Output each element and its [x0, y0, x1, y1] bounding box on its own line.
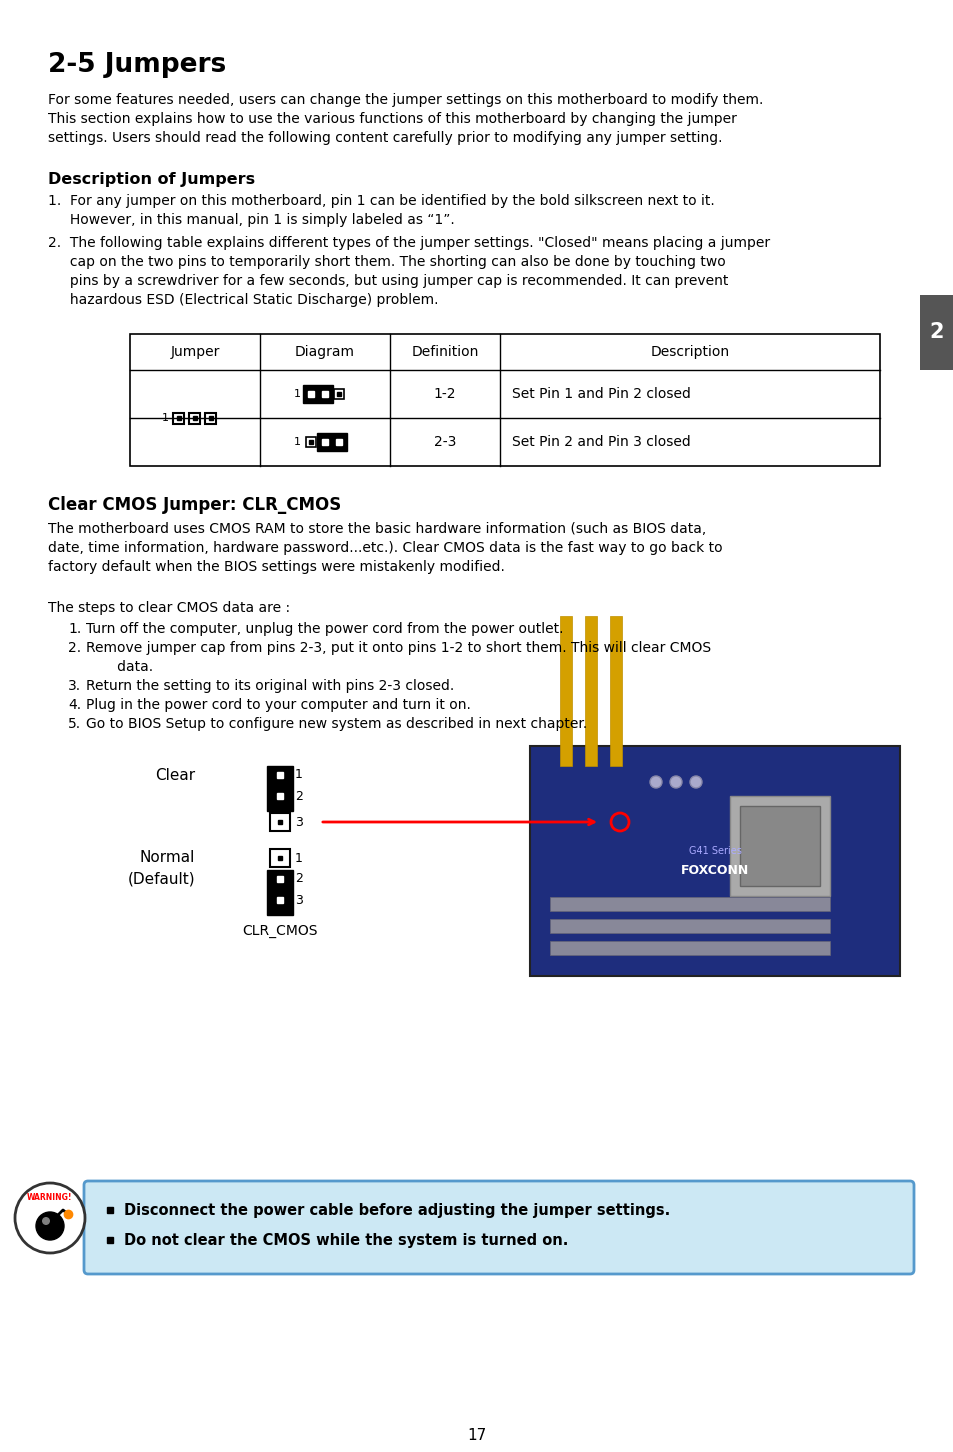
Text: WARNING!: WARNING! [28, 1194, 72, 1202]
Text: 2: 2 [929, 322, 943, 343]
Bar [190, 412, 200, 424]
Text: 1: 1 [294, 851, 302, 864]
Bar [205, 412, 216, 424]
Circle shape [42, 1217, 50, 1225]
Text: factory default when the BIOS settings were mistakenly modified.: factory default when the BIOS settings w… [48, 560, 504, 574]
Text: Clear CMOS Jumper: CLR_CMOS: Clear CMOS Jumper: CLR_CMOS [48, 497, 341, 514]
Text: 2.  The following table explains different types of the jumper settings. "Closed: 2. The following table explains differen… [48, 237, 769, 250]
Text: Jumper: Jumper [171, 346, 219, 359]
Text: Remove jumper cap from pins 2-3, put it onto pins 1-2 to short them. This will c: Remove jumper cap from pins 2-3, put it … [86, 640, 710, 655]
Text: 1: 1 [294, 437, 301, 447]
Bar [267, 767, 293, 812]
Text: The steps to clear CMOS data are :: The steps to clear CMOS data are : [48, 601, 290, 616]
Text: However, in this manual, pin 1 is simply labeled as “1”.: However, in this manual, pin 1 is simply… [48, 213, 455, 227]
Text: Normal: Normal [139, 851, 194, 865]
Text: 2-3: 2-3 [434, 436, 456, 449]
Bar [729, 796, 829, 896]
Text: (Default): (Default) [128, 871, 194, 887]
Text: Turn off the computer, unplug the power cord from the power outlet.: Turn off the computer, unplug the power … [86, 621, 563, 636]
Bar [559, 616, 572, 767]
Text: Definition: Definition [411, 346, 478, 359]
Text: 2: 2 [294, 790, 302, 803]
Text: 2-5 Jumpers: 2-5 Jumpers [48, 52, 226, 78]
Bar [316, 433, 347, 452]
Bar [530, 746, 899, 976]
Text: 3: 3 [294, 893, 302, 906]
FancyBboxPatch shape [84, 1180, 913, 1273]
Text: 1: 1 [294, 768, 302, 781]
Text: Do not clear the CMOS while the system is turned on.: Do not clear the CMOS while the system i… [124, 1233, 568, 1247]
Bar [584, 616, 597, 767]
Text: Go to BIOS Setup to configure new system as described in next chapter.: Go to BIOS Setup to configure new system… [86, 717, 587, 730]
Text: Diagram: Diagram [294, 346, 355, 359]
Text: Clear: Clear [154, 768, 194, 783]
Text: date, time information, hardware password...etc.). Clear CMOS data is the fast w: date, time information, hardware passwor… [48, 542, 721, 555]
Text: CLR_CMOS: CLR_CMOS [242, 923, 317, 938]
Text: 1: 1 [161, 412, 169, 423]
Text: Description of Jumpers: Description of Jumpers [48, 171, 254, 187]
Text: 1: 1 [294, 389, 301, 399]
Bar [270, 813, 290, 831]
Text: hazardous ESD (Electrical Static Discharge) problem.: hazardous ESD (Electrical Static Dischar… [48, 293, 438, 306]
Circle shape [15, 1183, 85, 1253]
Text: 2.: 2. [68, 640, 81, 655]
Bar [609, 616, 621, 767]
Circle shape [649, 775, 661, 788]
Circle shape [689, 775, 701, 788]
Text: pins by a screwdriver for a few seconds, but using jumper cap is recommended. It: pins by a screwdriver for a few seconds,… [48, 274, 727, 287]
Bar [303, 385, 333, 404]
Text: Disconnect the power cable before adjusting the jumper settings.: Disconnect the power cable before adjust… [124, 1202, 670, 1217]
Bar [306, 437, 315, 447]
Bar [740, 806, 820, 886]
Text: Set Pin 1 and Pin 2 closed: Set Pin 1 and Pin 2 closed [512, 388, 690, 401]
Text: G41 Series: G41 Series [688, 847, 740, 857]
Bar [550, 941, 829, 955]
Bar [270, 849, 290, 867]
Bar [334, 389, 344, 399]
Bar [130, 334, 879, 466]
Bar [919, 295, 953, 370]
Text: 4.: 4. [68, 698, 81, 711]
Text: 5.: 5. [68, 717, 81, 730]
Text: Return the setting to its original with pins 2-3 closed.: Return the setting to its original with … [86, 680, 454, 693]
Text: Set Pin 2 and Pin 3 closed: Set Pin 2 and Pin 3 closed [512, 436, 690, 449]
Text: The motherboard uses CMOS RAM to store the basic hardware information (such as B: The motherboard uses CMOS RAM to store t… [48, 523, 705, 536]
Text: 3.: 3. [68, 680, 81, 693]
Text: 3: 3 [294, 816, 302, 829]
Bar [550, 919, 829, 934]
Text: data.: data. [104, 661, 153, 674]
Circle shape [669, 775, 681, 788]
Text: 1.: 1. [68, 621, 81, 636]
Text: settings. Users should read the following content carefully prior to modifying a: settings. Users should read the followin… [48, 131, 721, 145]
Text: 1-2: 1-2 [434, 388, 456, 401]
Text: Description: Description [650, 346, 729, 359]
Bar [173, 412, 184, 424]
Text: FOXCONN: FOXCONN [680, 864, 748, 877]
Circle shape [36, 1212, 64, 1240]
Text: 2: 2 [294, 873, 302, 886]
Bar [267, 870, 293, 915]
Text: For some features needed, users can change the jumper settings on this motherboa: For some features needed, users can chan… [48, 93, 762, 107]
Text: cap on the two pins to temporarily short them. The shorting can also be done by : cap on the two pins to temporarily short… [48, 256, 725, 269]
Text: Plug in the power cord to your computer and turn it on.: Plug in the power cord to your computer … [86, 698, 471, 711]
Text: 1.  For any jumper on this motherboard, pin 1 can be identified by the bold silk: 1. For any jumper on this motherboard, p… [48, 195, 714, 208]
Bar [550, 897, 829, 910]
Text: 17: 17 [467, 1427, 486, 1442]
Text: This section explains how to use the various functions of this motherboard by ch: This section explains how to use the var… [48, 112, 736, 126]
